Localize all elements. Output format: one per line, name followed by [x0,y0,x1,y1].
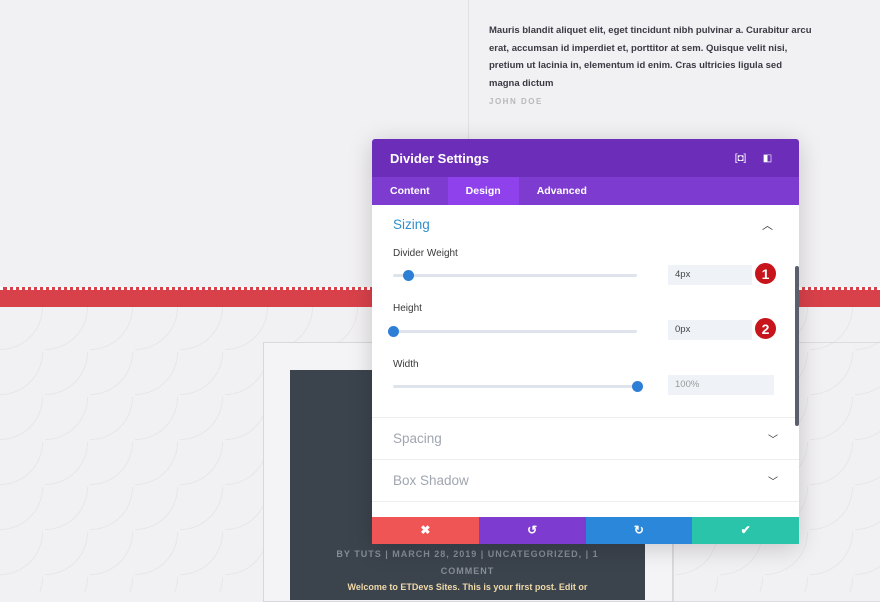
annotation-badge: 1 [754,262,777,285]
save-button[interactable]: ✔ [692,517,799,544]
height-slider[interactable] [388,326,637,337]
section-sizing: Sizing ︿ Divider Weight 4px 1 Height 0px… [372,205,799,418]
focus-icon[interactable]: [◘] [734,152,747,164]
section-box-shadow[interactable]: Box Shadow ﹀ [372,460,799,502]
height-input[interactable]: 0px [668,320,752,340]
width-input[interactable]: 100% [668,375,774,395]
field-label: Height [393,303,422,314]
section-title: Spacing [393,431,442,446]
divider-weight-input[interactable]: 4px [668,265,752,285]
testimonial: Mauris blandit aliquet elit, eget tincid… [489,22,814,111]
testimonial-author: JOHN DOE [489,97,543,106]
section-title[interactable]: Sizing [393,217,430,232]
chevron-down-icon[interactable]: ﹀ [768,477,778,488]
tab-advanced[interactable]: Advanced [536,185,587,197]
undo-button[interactable]: ↺ [478,517,586,544]
scrollbar[interactable] [795,266,799,426]
chevron-up-icon[interactable]: ︿ [762,220,773,232]
slider-handle[interactable] [632,381,643,392]
post-meta: BY TUTS | MARCH 28, 2019 | UNCATEGORIZED… [336,549,599,576]
section-title: Box Shadow [393,473,469,488]
slider-handle[interactable] [388,326,399,337]
post-excerpt: Welcome to ETDevs Sites. This is your fi… [347,582,588,592]
annotation-badge: 2 [754,317,777,340]
tab-bar: Content Design Advanced [372,177,799,205]
width-slider[interactable] [393,381,643,392]
modal-header: Divider Settings [◘] ◧ [372,139,799,177]
field-label: Divider Weight [393,248,458,259]
section-spacing[interactable]: Spacing ﹀ [372,418,799,460]
tab-content[interactable]: Content [390,185,430,197]
action-bar: ✖ ↺ ↻ ✔ [372,517,799,544]
sidebar-layout-icon[interactable]: ◧ [762,152,773,164]
slider-handle[interactable] [402,270,414,281]
testimonial-text: Mauris blandit aliquet elit, eget tincid… [489,25,812,89]
divider-weight-slider[interactable] [393,270,637,281]
field-label: Width [393,359,419,370]
cancel-button[interactable]: ✖ [372,517,479,544]
tab-design[interactable]: Design [447,177,519,205]
redo-button[interactable]: ↻ [585,517,693,544]
modal-title: Divider Settings [390,150,489,166]
chevron-down-icon[interactable]: ﹀ [768,435,778,446]
divider-settings-modal: Divider Settings [◘] ◧ Content Design Ad… [372,139,799,544]
